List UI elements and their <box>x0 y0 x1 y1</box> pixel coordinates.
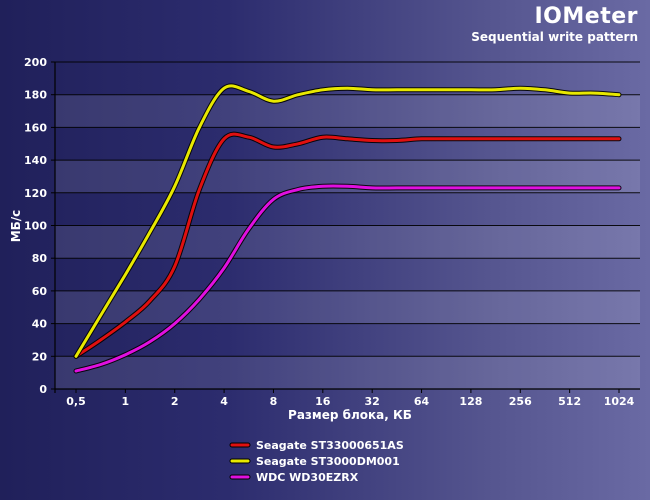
tick-labels: 0 20 40 60 80 100 120 140 160 180 200 0,5 1 2 4 8 16 32 64… <box>24 56 635 408</box>
y-tick-label: 140 <box>24 154 47 167</box>
series-lines <box>73 83 622 374</box>
x-tick-label: 32 <box>365 395 380 408</box>
plot-band <box>55 127 640 160</box>
legend-label: Seagate ST33000651AS <box>256 439 404 452</box>
y-tick-label: 120 <box>24 187 47 200</box>
legend: Seagate ST33000651AS Seagate ST3000DM001 W… <box>229 439 404 484</box>
axes <box>51 61 640 393</box>
y-tick-label: 180 <box>24 89 47 102</box>
plot-band <box>55 193 640 226</box>
chart-title-block: IOMeter Sequential write pattern <box>471 4 638 44</box>
x-tick-label: 0,5 <box>66 395 86 408</box>
plot-band <box>55 356 640 389</box>
x-tick-label: 256 <box>509 395 532 408</box>
plot-band <box>55 324 640 357</box>
y-tick-label: 0 <box>39 383 47 396</box>
x-tick-label: 64 <box>414 395 430 408</box>
y-tick-label: 160 <box>24 121 47 134</box>
series-line <box>74 184 621 373</box>
y-tick-label: 100 <box>24 220 47 233</box>
legend-label: WDC WD30EZRX <box>256 471 359 484</box>
x-tick-label: 16 <box>315 395 331 408</box>
y-tick-label: 80 <box>32 252 48 265</box>
y-axis-label: МБ/с <box>9 210 23 243</box>
x-tick-label: 1024 <box>604 395 635 408</box>
x-tick-label: 4 <box>220 395 228 408</box>
x-tick-label: 2 <box>171 395 179 408</box>
x-tick-label: 512 <box>558 395 581 408</box>
y-tick-label: 60 <box>32 285 48 298</box>
y-tick-label: 200 <box>24 56 47 69</box>
y-tick-label: 20 <box>32 350 48 363</box>
chart-title: IOMeter <box>534 4 638 29</box>
x-tick-label: 8 <box>270 395 278 408</box>
series-line <box>74 132 621 358</box>
x-axis-label: Размер блока, КБ <box>288 408 412 422</box>
legend-label: Seagate ST3000DM001 <box>256 455 400 468</box>
x-tick-label: 1 <box>122 395 130 408</box>
plot-band <box>55 258 640 291</box>
series-line <box>74 84 621 358</box>
chart-subtitle: Sequential write pattern <box>471 30 638 44</box>
y-tick-label: 40 <box>32 318 48 331</box>
plot-band <box>55 94 640 128</box>
x-tick-label: 128 <box>459 395 482 408</box>
